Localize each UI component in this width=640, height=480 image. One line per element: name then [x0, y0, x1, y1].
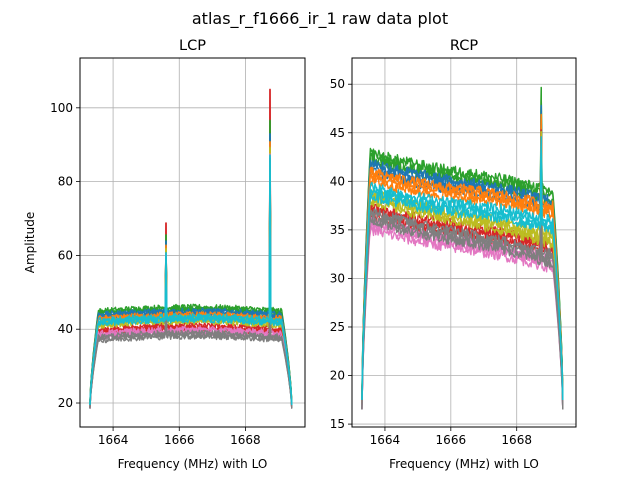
rcp-axes-frame	[351, 57, 577, 428]
lcp-xtick-label-0: 1664	[98, 433, 129, 447]
rcp-xtick-label-2: 1668	[501, 433, 532, 447]
lcp-series-s7-0	[89, 158, 293, 409]
figure-suptitle: atlas_r_f1666_ir_1 raw data plot	[192, 9, 448, 29]
lcp-xlabel: Frequency (MHz) with LO	[118, 457, 268, 471]
rcp-series-s7-2	[361, 143, 564, 410]
rcp-ytick-label-3: 30	[330, 271, 345, 285]
lcp-title: LCP	[179, 38, 206, 54]
lcp-ylabel: Amplitude	[23, 212, 37, 274]
rcp-ytick-label-1: 20	[330, 369, 345, 383]
lcp-ytick-label-0: 20	[58, 396, 73, 410]
rcp-xtick-label-1: 1666	[436, 433, 467, 447]
rcp-series-s3-0	[361, 115, 564, 400]
rcp-ytick-label-2: 25	[330, 320, 345, 334]
lcp-series-s1-1	[89, 88, 293, 407]
lcp-axes-frame	[79, 57, 306, 428]
rcp-series-s3-2	[361, 113, 564, 400]
rcp-ytick-label-5: 40	[330, 174, 345, 188]
rcp-ytick-label-7: 50	[330, 77, 345, 91]
lcp-xtick-label-2: 1668	[230, 433, 261, 447]
lcp-panel: 1664 1666 1668 20 40 60 80 100 LCP Frequency (MHz…	[23, 38, 306, 471]
rcp-xtick-label-0: 1664	[370, 433, 401, 447]
rcp-series-s8-0	[361, 138, 564, 400]
rcp-series-s1-1	[361, 87, 564, 396]
lcp-ytick-label-3: 80	[58, 175, 73, 189]
lcp-series-s1-2	[89, 88, 293, 407]
lcp-series-s6-2	[89, 153, 293, 409]
rcp-series-s8-2	[361, 136, 564, 400]
rcp-ytick-label-0: 15	[330, 417, 345, 431]
rcp-series-s1-2	[361, 86, 564, 396]
lcp-xtick-label-1: 1666	[164, 433, 195, 447]
lcp-series-s8-2	[89, 154, 293, 405]
lcp-ytick-label-2: 60	[58, 248, 73, 262]
lcp-ytick-label-1: 40	[58, 322, 73, 336]
rcp-ytick-label-6: 45	[330, 126, 345, 140]
rcp-panel: 1664 1666 1668 15 20 25 30 35 40 45 50 RCP Frequency…	[330, 38, 577, 471]
lcp-ytick-label-4: 100	[50, 101, 73, 115]
rcp-data	[361, 86, 564, 410]
rcp-series-s8-1	[361, 137, 564, 400]
rcp-title: RCP	[450, 38, 478, 54]
rcp-ytick-label-4: 35	[330, 223, 345, 237]
rcp-series-s2-2	[361, 104, 564, 400]
lcp-series-s7-2	[89, 157, 293, 409]
rcp-xlabel: Frequency (MHz) with LO	[389, 457, 539, 471]
lcp-data	[89, 88, 293, 409]
lcp-series-s2-2	[89, 119, 293, 404]
